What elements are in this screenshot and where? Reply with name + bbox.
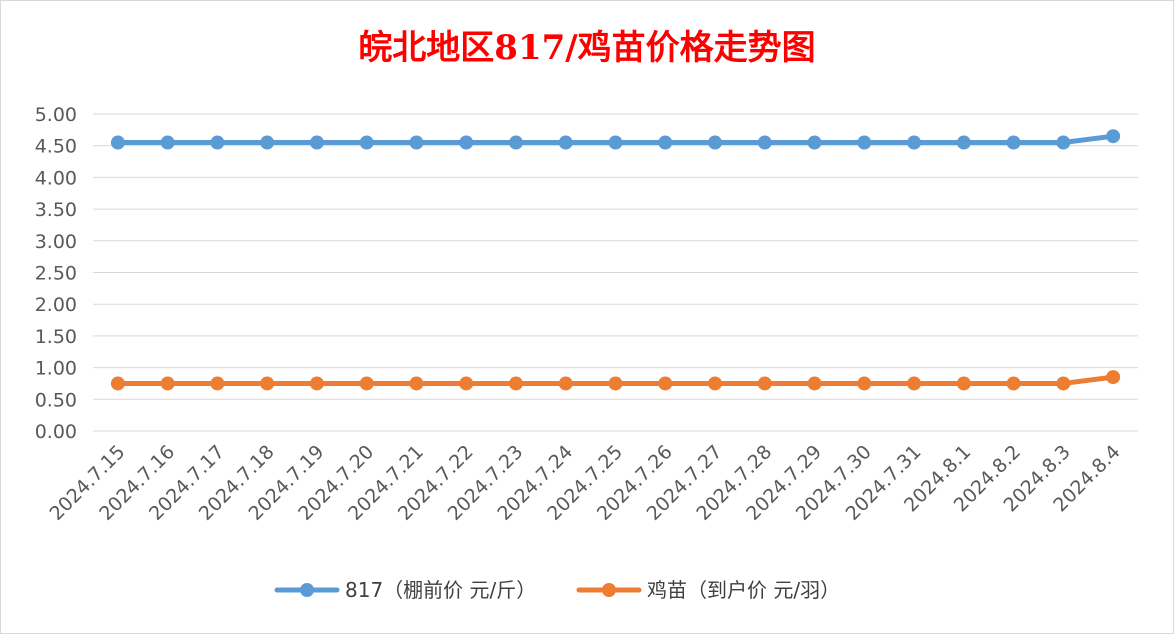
- legend-marker: [602, 583, 616, 597]
- data-point: [807, 135, 822, 150]
- y-tick-label: 4.50: [35, 136, 77, 158]
- data-point: [857, 376, 872, 391]
- data-point: [608, 376, 623, 391]
- data-point: [359, 376, 374, 391]
- y-tick-label: 4.00: [35, 167, 77, 189]
- data-point: [110, 376, 125, 391]
- legend-label: 鸡苗（到户价 元/羽）: [647, 578, 840, 602]
- data-point: [459, 135, 474, 150]
- data-point: [1106, 129, 1121, 144]
- data-point: [608, 135, 623, 150]
- data-point: [857, 135, 872, 150]
- y-tick-label: 2.00: [35, 294, 77, 316]
- data-point: [1006, 376, 1021, 391]
- data-point: [558, 135, 573, 150]
- data-point: [309, 135, 324, 150]
- series-layer: [110, 129, 1121, 391]
- data-point: [907, 135, 922, 150]
- data-point: [260, 376, 275, 391]
- data-point: [907, 376, 922, 391]
- y-tick-label: 0.50: [35, 389, 77, 411]
- data-point: [807, 376, 822, 391]
- data-point: [1006, 135, 1021, 150]
- data-point: [757, 135, 772, 150]
- data-point: [160, 376, 175, 391]
- legend: 817（棚前价 元/斤） 鸡苗（到户价 元/羽）: [274, 578, 840, 602]
- data-point: [309, 376, 324, 391]
- data-point: [110, 135, 125, 150]
- data-point: [210, 135, 225, 150]
- series-1: [110, 129, 1121, 150]
- data-point: [260, 135, 275, 150]
- y-tick-label: 2.50: [35, 263, 77, 285]
- chart-title: 皖北地区817/鸡苗价格走势图: [358, 28, 815, 68]
- data-point: [956, 376, 971, 391]
- data-point: [1106, 370, 1121, 385]
- x-axis: 2024.7.152024.7.162024.7.172024.7.182024…: [45, 441, 1124, 525]
- data-point: [409, 376, 424, 391]
- y-tick-label: 3.50: [35, 199, 77, 221]
- y-tick-label: 3.00: [35, 231, 77, 253]
- data-point: [658, 135, 673, 150]
- legend-label: 817（棚前价 元/斤）: [345, 578, 536, 602]
- y-tick-label: 0.00: [35, 421, 77, 443]
- y-tick-label: 1.50: [35, 326, 77, 348]
- y-axis: 0.00 0.50 1.00 1.50 2.00 2.50 3.00 3.50 4.00 4.50…: [35, 104, 77, 443]
- legend-marker: [300, 583, 314, 597]
- data-point: [359, 135, 374, 150]
- legend-item-1: 817（棚前价 元/斤）: [274, 578, 536, 602]
- data-point: [508, 135, 523, 150]
- data-point: [708, 135, 723, 150]
- data-point: [160, 135, 175, 150]
- y-tick-label: 5.00: [35, 104, 77, 126]
- data-point: [459, 376, 474, 391]
- data-point: [558, 376, 573, 391]
- legend-item-2: 鸡苗（到户价 元/羽）: [576, 578, 840, 602]
- data-point: [1056, 135, 1071, 150]
- data-point: [757, 376, 772, 391]
- data-point: [508, 376, 523, 391]
- series-2: [110, 370, 1121, 391]
- data-point: [956, 135, 971, 150]
- data-point: [210, 376, 225, 391]
- y-tick-label: 1.00: [35, 358, 77, 380]
- data-point: [409, 135, 424, 150]
- data-point: [1056, 376, 1071, 391]
- data-point: [658, 376, 673, 391]
- data-point: [708, 376, 723, 391]
